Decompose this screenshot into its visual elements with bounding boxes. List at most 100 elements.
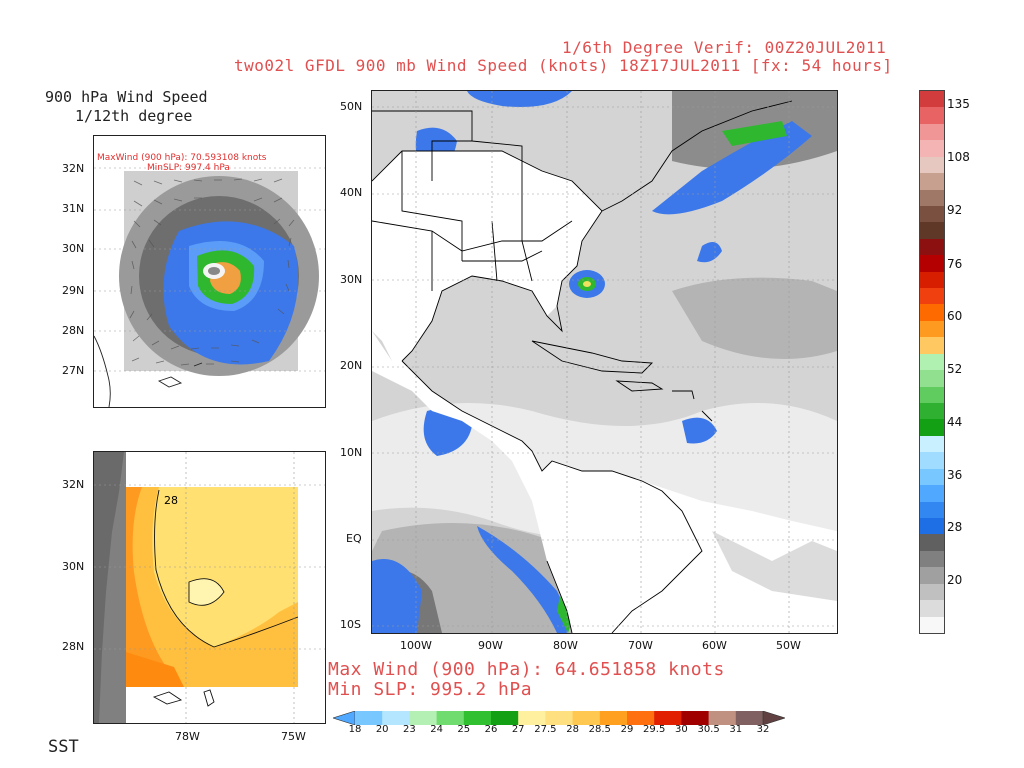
wind-colorbar-swatch [920,517,944,535]
sst-colorbar-label: 32 [756,724,770,735]
main-lat-tick: 50N [340,100,363,113]
main-map [372,91,837,633]
wind-cbar-label: 135 [947,97,970,111]
main-lat-tick: 10N [340,446,363,459]
main-map-panel [371,90,838,634]
main-lon-tick: 70W [628,639,653,652]
wind-colorbar-swatch [920,370,944,387]
sst-colorbar [333,711,785,725]
main-lat-tick: 10S [340,618,361,631]
sst-colorbar-swatch [409,711,438,725]
sst-colorbar-label: 23 [403,724,416,735]
wind-colorbar-swatch [920,468,944,486]
sst-colorbar-label: 29 [620,724,634,735]
sst-colorbar-swatch [681,711,710,725]
header-verif: 1/6th Degree Verif: 00Z20JUL2011 [562,38,887,57]
sst-colorbar-label: 20 [375,724,389,735]
wind-colorbar-swatch [920,205,944,223]
wind-colorbar-swatch [920,435,944,453]
main-lon-tick: 60W [702,639,727,652]
sst-colorbar-label: 29.5 [643,724,666,735]
wind-cbar-label: 52 [947,362,963,376]
wind-cbar-label: 108 [947,150,970,164]
sst-colorbar-swatch [735,711,764,725]
wind-colorbar-swatch [920,173,944,190]
main-lon-tick: 90W [478,639,503,652]
sst-colorbar-swatch [491,711,519,725]
sst-colorbar-swatch [545,711,574,725]
main-lat-tick: 40N [340,186,363,199]
sst-colorbar-low-arrow [333,711,356,725]
sst-colorbar-label: 30.5 [697,724,720,735]
wind-colorbar-swatch [920,222,944,239]
sst-colorbar-label: 31 [729,724,743,735]
wind-colorbar-swatch [920,320,944,338]
sst-colorbar-label: 28.5 [588,724,611,735]
sst-colorbar-swatch [518,711,546,725]
wind-colorbar-swatch [920,288,944,305]
sst-contour-label: 28 [164,494,178,507]
sst-colorbar-high-arrow [762,711,785,725]
main-lat-tick: 20N [340,359,363,372]
wind-lat-tick: 28N [62,324,85,337]
sst-colorbar-swatch [572,711,601,725]
sst-colorbar-label: 27 [511,724,525,735]
main-lon-tick: 80W [553,639,578,652]
sst-label: SST [48,737,79,757]
wind-colorbar-swatch [920,337,944,354]
inset-minslp-text: MinSLP: 997.4 hPa [147,163,230,173]
wind-colorbar-swatch [920,107,944,124]
sst-lon-tick: 78W [175,730,200,743]
wind-colorbar-swatch [920,140,944,157]
wind-colorbar-swatch [920,304,944,321]
wind-colorbar-swatch [920,501,944,518]
wind-colorbar-swatch [920,353,944,371]
wind-colorbar-swatch [920,534,944,551]
sst-colorbar-label: 24 [430,724,443,735]
sst-colorbar-labels: 18 20 23 24 25 26 27 27.5 28 28.5 29 29.5 30 30.5 31 32 [333,724,785,740]
wind-colorbar-swatch [920,91,944,108]
wind-cbar-label: 60 [947,309,963,323]
wind-colorbar-swatch [920,238,944,256]
wind-cbar-label: 36 [947,468,963,482]
sst-inset-map: 28 [94,452,325,723]
wind-lat-tick: 32N [62,162,85,175]
wind-colorbar-swatch [920,386,944,404]
main-lon-tick: 100W [400,639,432,652]
sst-colorbar-label: 27.5 [534,724,557,735]
wind-lat-tick: 30N [62,242,85,255]
sst-colorbar-swatch [463,711,492,725]
wind-inset-subtitle: 1/12th degree [75,107,193,125]
wind-colorbar-swatch [920,156,944,174]
sst-colorbar-swatch [436,711,465,725]
main-lon-tick: 50W [776,639,801,652]
min-slp-stat: Min SLP: 995.2 hPa [328,679,533,700]
wind-colorbar-swatch [920,567,944,584]
wind-cbar-label: 28 [947,520,963,534]
header-run: two02l GFDL 900 mb Wind Speed (knots) 18… [234,56,893,75]
main-lat-tick: EQ [346,532,362,545]
wind-colorbar-swatch [920,271,944,289]
wind-colorbar-swatch [920,485,944,502]
sst-colorbar-label: 25 [457,724,471,735]
wind-inset-title: 900 hPa Wind Speed [45,88,208,106]
sst-colorbar-label: 30 [675,724,688,735]
wind-colorbar-swatch [920,123,944,141]
wind-lat-tick: 29N [62,284,85,297]
wind-cbar-label: 20 [947,573,963,587]
wind-colorbar-swatch [920,189,944,206]
sst-lon-tick: 75W [281,730,306,743]
wind-colorbar-swatch [920,452,944,469]
wind-colorbar-swatch [920,583,944,601]
sst-colorbar-swatch [382,711,410,725]
sst-inset-panel: 28 [93,451,326,724]
wind-inset-panel: MaxWind (900 hPa): 70.593108 knots MinSL… [93,135,326,408]
wind-colorbar [919,90,945,634]
wind-inset-map [94,167,325,407]
wind-colorbar-swatch [920,403,944,420]
max-wind-stat: Max Wind (900 hPa): 64.651858 knots [328,659,725,680]
wind-lat-tick: 27N [62,364,85,377]
sst-colorbar-swatch [654,711,682,725]
sst-colorbar-swatch [355,711,383,725]
wind-colorbar-swatch [920,550,944,568]
